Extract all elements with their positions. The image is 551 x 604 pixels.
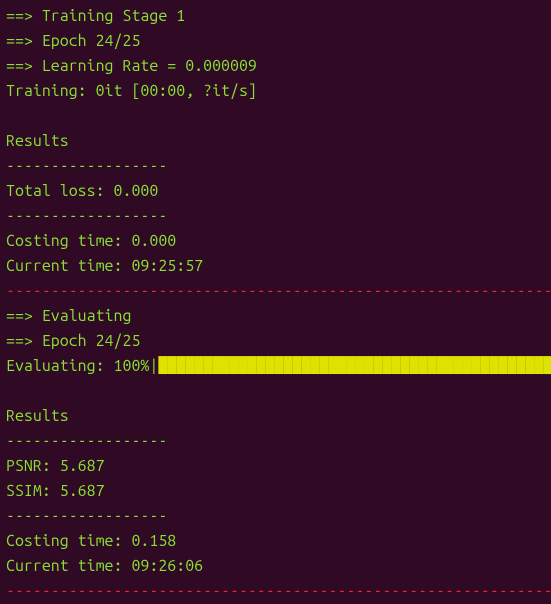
results-label: Results (6, 132, 69, 150)
current-time: Current time: 09:25:57 (6, 257, 203, 275)
section-divider: ----------------------------------------… (6, 582, 551, 600)
evaluating-progress-line: Evaluating: 100%|███████████████████████… (6, 357, 551, 375)
separator: ------------------ (6, 207, 167, 225)
costing-time: Costing time: 0.000 (6, 232, 176, 250)
evaluating-progress-prefix: Evaluating: 100%| (6, 357, 158, 375)
section-divider: ----------------------------------------… (6, 282, 551, 300)
results-label: Results (6, 407, 69, 425)
training-epoch: ==> Epoch 24/25 (6, 32, 140, 50)
psnr-value: PSNR: 5.687 (6, 457, 105, 475)
ssim-value: SSIM: 5.687 (6, 482, 105, 500)
evaluating-epoch: ==> Epoch 24/25 (6, 332, 140, 350)
evaluating-header: ==> Evaluating (6, 307, 131, 325)
costing-time: Costing time: 0.158 (6, 532, 176, 550)
total-loss: Total loss: 0.000 (6, 182, 158, 200)
current-time: Current time: 09:26:06 (6, 557, 203, 575)
evaluating-progress-bar: ████████████████████████████████████████… (158, 357, 551, 375)
separator: ------------------ (6, 157, 167, 175)
separator: ------------------ (6, 507, 167, 525)
training-progress: Training: 0it [00:00, ?it/s] (6, 82, 257, 100)
training-lr: ==> Learning Rate = 0.000009 (6, 57, 257, 75)
training-header: ==> Training Stage 1 (6, 7, 185, 25)
separator: ------------------ (6, 432, 167, 450)
